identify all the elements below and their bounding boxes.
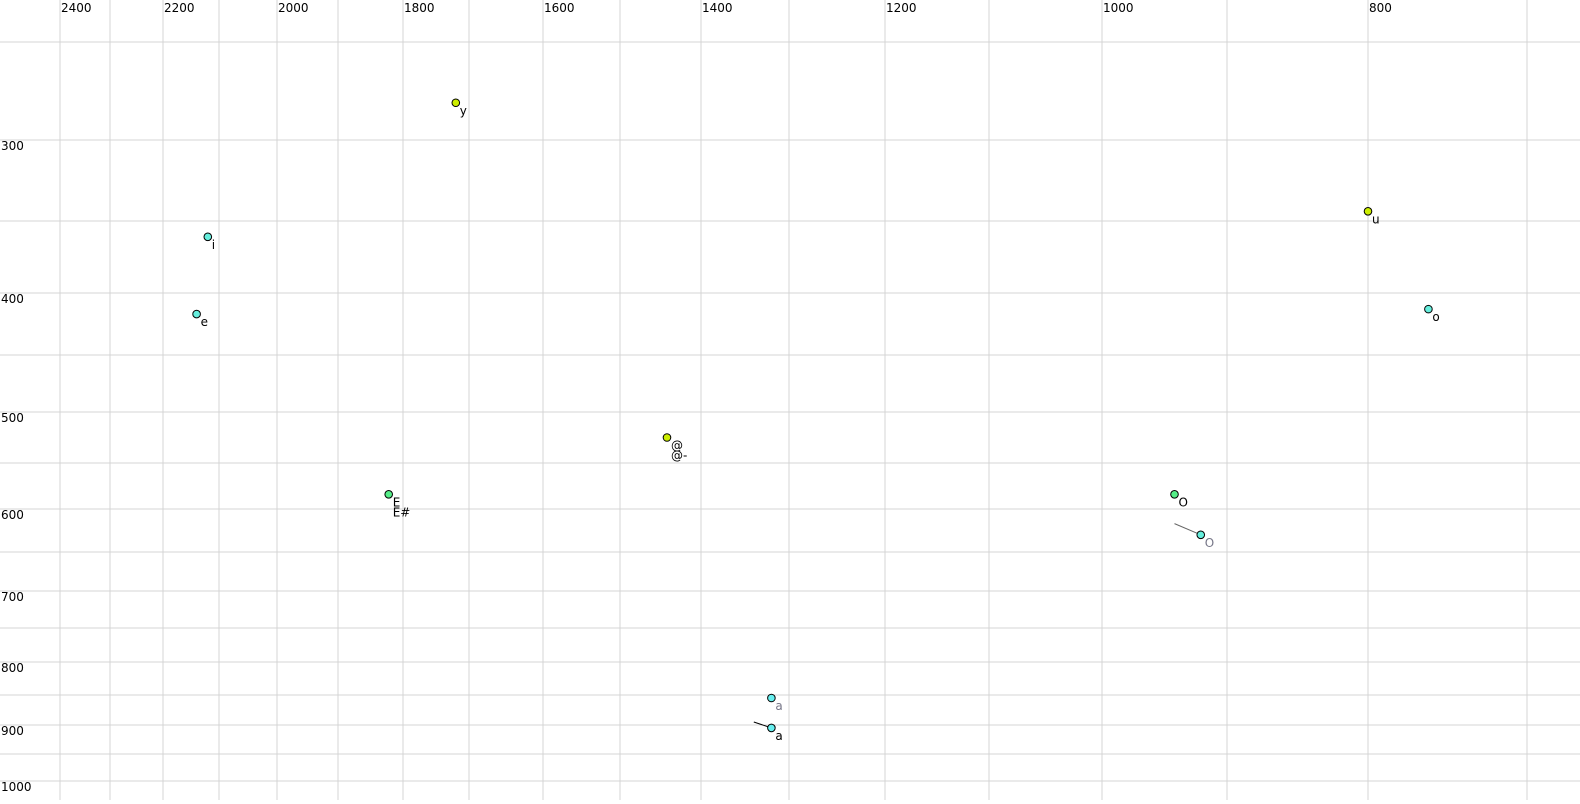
y-tick-label: 900 bbox=[1, 724, 24, 738]
vowel-label: a bbox=[775, 729, 782, 743]
data-points: y i e EE# @@- u o O Oa a bbox=[192, 98, 1440, 743]
x-tick-label: 1600 bbox=[544, 1, 575, 15]
vowel-label: @ bbox=[671, 439, 683, 453]
x-tick-label: 800 bbox=[1369, 1, 1392, 15]
x-tick-label: 2400 bbox=[61, 1, 92, 15]
vowel-point bbox=[1196, 530, 1206, 540]
y-tick-label: 800 bbox=[1, 661, 24, 675]
vowel-label-secondary: @- bbox=[671, 449, 687, 463]
y-tick-label: 1000 bbox=[1, 780, 32, 794]
vowel-point bbox=[662, 433, 672, 442]
x-tick-label: 1200 bbox=[886, 1, 917, 15]
vowel-point bbox=[767, 723, 776, 733]
y-tick-label: 300 bbox=[1, 139, 24, 153]
vowel-point bbox=[767, 693, 776, 703]
axis-ticks: 2400 2200 2000 1800 1600 1400 1200 1000 800 300 40… bbox=[1, 1, 1392, 794]
vowel-label-secondary: E# bbox=[393, 505, 411, 519]
y-tick-label: 500 bbox=[1, 411, 24, 425]
vowel-label: u bbox=[1372, 212, 1380, 226]
x-tick-label: 1800 bbox=[404, 1, 435, 15]
vowel-point bbox=[203, 232, 213, 242]
x-tick-label: 2200 bbox=[164, 1, 195, 15]
x-tick-label: 2000 bbox=[278, 1, 309, 15]
vowel-label: O bbox=[1205, 536, 1214, 550]
vowel-label: i bbox=[212, 238, 215, 252]
y-tick-label: 400 bbox=[1, 292, 24, 306]
vowel-point bbox=[192, 309, 201, 319]
x-tick-label: 1000 bbox=[1103, 1, 1134, 15]
vowel-point bbox=[1363, 206, 1373, 216]
vowel-point bbox=[1170, 489, 1179, 499]
y-tick-label: 600 bbox=[1, 508, 24, 522]
trajectory-line bbox=[1174, 523, 1201, 536]
vowel-label: e bbox=[201, 315, 208, 329]
vowel-point bbox=[1424, 304, 1433, 314]
x-tick-label: 1400 bbox=[702, 1, 733, 15]
vowel-label: O bbox=[1179, 495, 1188, 509]
vowel-point bbox=[384, 489, 394, 499]
y-tick-label: 700 bbox=[1, 590, 24, 604]
vowel-label: o bbox=[1432, 310, 1439, 324]
vowel-label: a bbox=[775, 699, 782, 713]
vowel-point bbox=[451, 98, 461, 108]
vowel-label: E bbox=[393, 495, 401, 509]
vowel-label: y bbox=[460, 104, 467, 118]
